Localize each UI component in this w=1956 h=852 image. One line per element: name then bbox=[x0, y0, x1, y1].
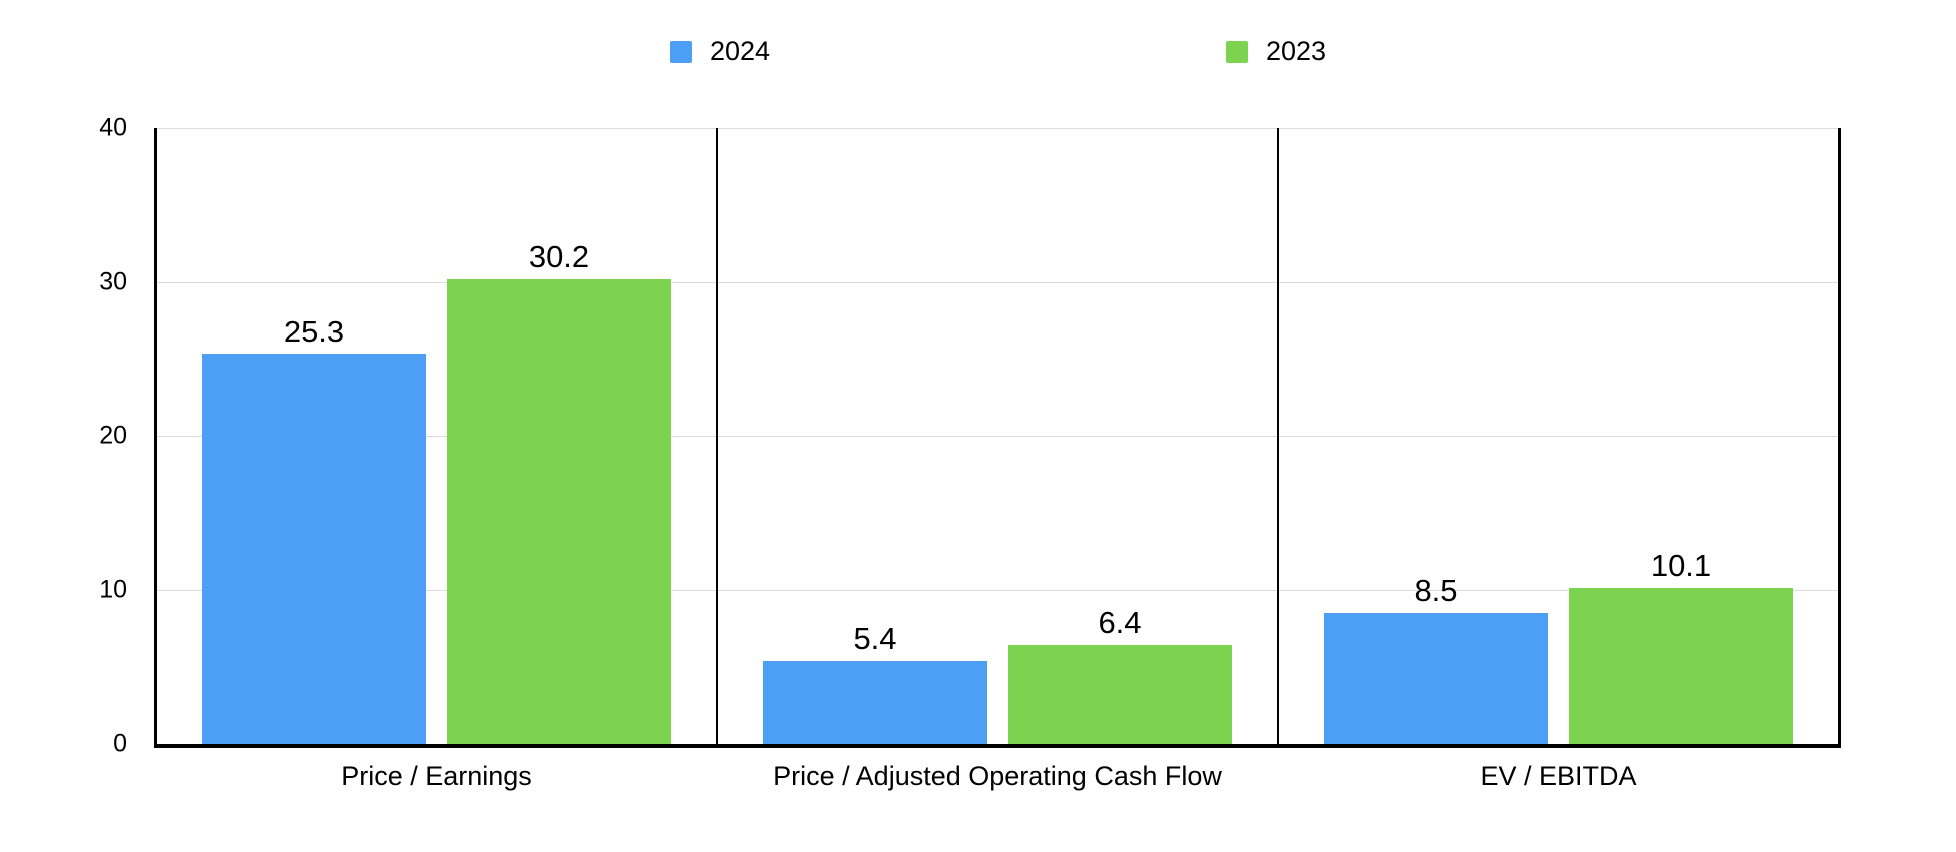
bar-value-label-2023: 10.1 bbox=[1650, 548, 1712, 584]
bar-2024 bbox=[202, 354, 426, 744]
legend-item-2024: 2024 bbox=[670, 38, 770, 65]
bar-column-2024: 5.4 bbox=[763, 623, 987, 744]
plot-right-border-line bbox=[1838, 128, 1841, 744]
category-label: Price / Adjusted Operating Cash Flow bbox=[773, 761, 1222, 791]
bar-value-label-2023: 30.2 bbox=[528, 238, 590, 274]
bar-value-label-2024: 25.3 bbox=[283, 314, 345, 350]
bar-column-2023: 6.4 bbox=[1008, 607, 1232, 744]
legend-label-2024: 2024 bbox=[710, 36, 771, 66]
y-tick-label-10: 10 bbox=[99, 575, 127, 604]
bar-column-2024: 8.5 bbox=[1324, 575, 1548, 744]
bar-group: 5.4 6.4 bbox=[718, 607, 1277, 744]
bar-2023 bbox=[447, 278, 671, 744]
x-axis-line bbox=[154, 744, 1841, 748]
y-tick-label-40: 40 bbox=[99, 113, 127, 142]
bar-2024 bbox=[763, 660, 987, 744]
bar-value-label-2024: 5.4 bbox=[853, 620, 897, 656]
category-label: Price / Earnings bbox=[341, 761, 532, 791]
gridline-30 bbox=[157, 282, 1838, 283]
legend-swatch-2023-icon bbox=[1226, 40, 1248, 63]
y-tick-label-20: 20 bbox=[99, 421, 127, 450]
legend-swatch-2024-icon bbox=[670, 40, 692, 63]
y-axis-line bbox=[154, 128, 157, 744]
bar-2023 bbox=[1008, 645, 1232, 744]
bar-group: 25.3 30.2 bbox=[157, 241, 716, 744]
category-panel-2: 5.4 6.4 Price / Adjusted Operating Cash Fl… bbox=[718, 128, 1279, 791]
bar-2024 bbox=[1324, 613, 1548, 744]
plot-area: 0 10 20 30 40 25.3 30.2 Price / Earnings 5.4 6.4… bbox=[99, 115, 1841, 791]
bar-value-label-2024: 8.5 bbox=[1414, 573, 1458, 609]
legend-item-2023: 2023 bbox=[1226, 38, 1326, 65]
category-panel-1: 25.3 30.2 Price / Earnings bbox=[157, 128, 718, 791]
gridline-10 bbox=[157, 590, 1838, 591]
legend-label-2023: 2023 bbox=[1266, 36, 1327, 66]
bar-column-2024: 25.3 bbox=[202, 316, 426, 744]
bar-value-label-2023: 6.4 bbox=[1098, 605, 1142, 641]
gridline-20 bbox=[157, 436, 1838, 437]
category-panels: 25.3 30.2 Price / Earnings 5.4 6.4 Price / Ad… bbox=[157, 128, 1838, 791]
y-tick-label-0: 0 bbox=[113, 729, 127, 758]
category-label: EV / EBITDA bbox=[1480, 761, 1637, 791]
bar-column-2023: 30.2 bbox=[447, 241, 671, 744]
bar-group: 8.5 10.1 bbox=[1279, 550, 1838, 744]
y-tick-label-30: 30 bbox=[99, 267, 127, 296]
bar-2023 bbox=[1569, 588, 1793, 744]
bar-column-2023: 10.1 bbox=[1569, 550, 1793, 744]
gridline-40 bbox=[157, 128, 1838, 129]
category-panel-3: 8.5 10.1 EV / EBITDA bbox=[1279, 128, 1838, 791]
